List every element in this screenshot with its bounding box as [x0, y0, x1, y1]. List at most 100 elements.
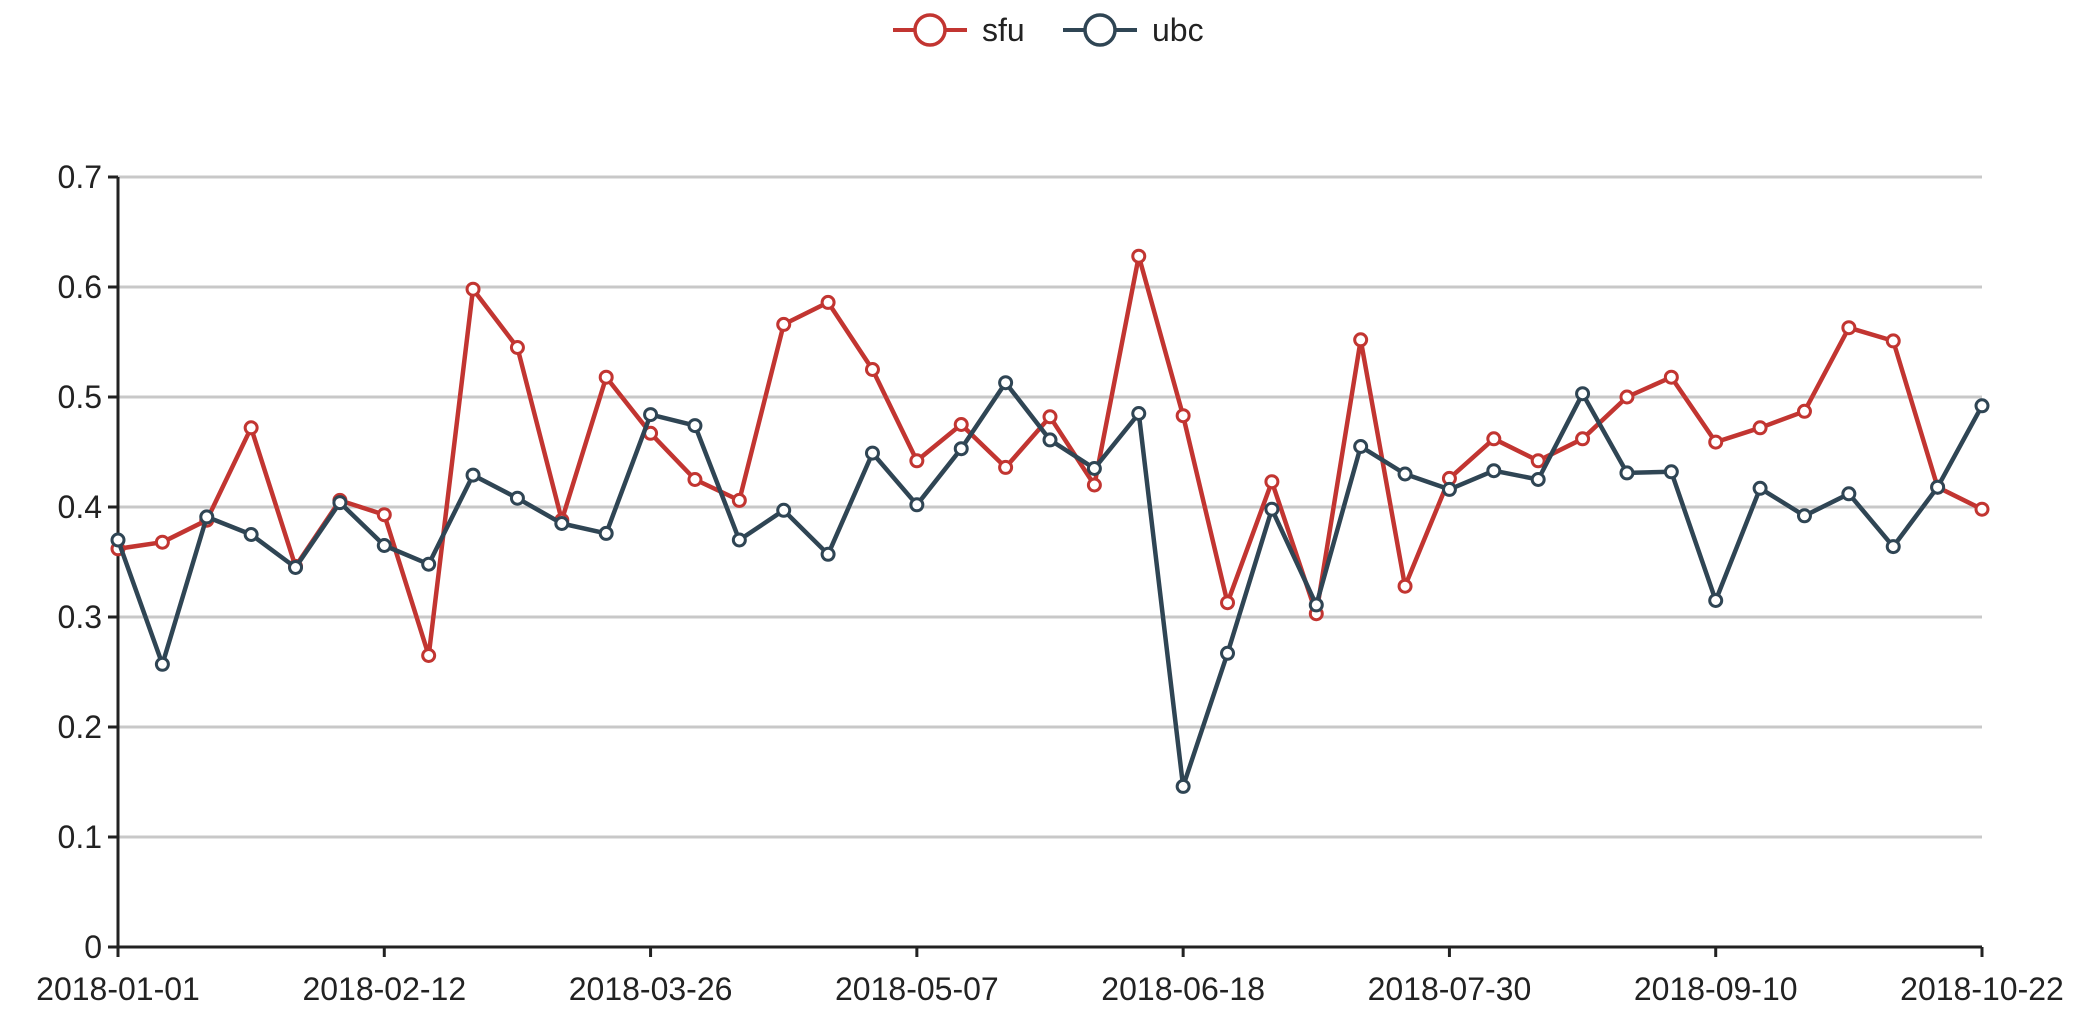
data-point-sfu — [1264, 474, 1280, 490]
y-tick-label: 0.5 — [58, 379, 102, 415]
y-tick-label: 0.6 — [58, 269, 102, 305]
y-tick-label: 0 — [84, 929, 102, 965]
data-point-sfu — [998, 459, 1014, 475]
data-point-ubc — [1663, 464, 1679, 480]
data-point-sfu — [1708, 434, 1724, 450]
data-point-sfu — [1042, 409, 1058, 425]
data-point-ubc — [1530, 472, 1546, 487]
data-point-sfu — [509, 340, 525, 355]
legend-item-sfu: sfu — [893, 12, 1025, 48]
data-point-ubc — [1220, 645, 1236, 661]
data-point-ubc — [1264, 501, 1280, 517]
series-sfu — [110, 248, 1990, 663]
x-axis: 2018-01-01 2018-02-12 2018-03-26 2018-05-07… — [36, 945, 2064, 1007]
data-point-ubc — [1397, 466, 1413, 482]
data-point-sfu — [731, 492, 747, 508]
data-point-ubc — [998, 375, 1014, 391]
data-point-ubc — [731, 532, 747, 548]
legend-marker — [913, 13, 947, 47]
data-point-ubc — [509, 490, 525, 506]
data-point-ubc — [110, 532, 126, 548]
y-tick-label: 0.3 — [58, 599, 102, 635]
data-point-ubc — [288, 560, 304, 575]
data-point-ubc — [1708, 593, 1724, 608]
data-point-ubc — [154, 656, 170, 672]
data-point-ubc — [199, 509, 215, 525]
data-point-sfu — [864, 362, 880, 377]
data-point-ubc — [1796, 508, 1812, 524]
data-point-sfu — [1663, 369, 1679, 385]
data-point-sfu — [1974, 501, 1990, 517]
data-point-sfu — [909, 453, 925, 469]
data-point-sfu — [1397, 578, 1413, 594]
data-point-sfu — [687, 472, 703, 487]
x-tick-label: 2018-07-30 — [1368, 971, 1532, 1007]
data-point-ubc — [465, 467, 481, 483]
data-point-ubc — [1441, 481, 1457, 497]
data-point-sfu — [154, 534, 170, 550]
data-point-sfu — [1619, 389, 1635, 405]
legend-item-ubc: ubc — [1063, 12, 1204, 48]
data-point-sfu — [421, 648, 437, 663]
data-point-ubc — [598, 525, 614, 541]
data-point-sfu — [1530, 453, 1546, 469]
legend-marker — [1083, 13, 1117, 47]
y-tick-label: 0.4 — [58, 489, 102, 525]
x-tick-label: 2018-09-10 — [1634, 971, 1798, 1007]
x-tick-label: 2018-02-12 — [302, 971, 466, 1007]
data-point-sfu — [243, 420, 259, 436]
data-point-sfu — [376, 507, 392, 523]
data-point-ubc — [1841, 486, 1857, 502]
x-tick-label: 2018-01-01 — [36, 971, 200, 1007]
data-point-ubc — [1131, 406, 1147, 421]
data-point-sfu — [465, 281, 481, 297]
data-point-ubc — [820, 546, 836, 562]
data-point-ubc — [376, 538, 392, 553]
x-tick-label: 2018-10-22 — [1900, 971, 2064, 1007]
data-point-ubc — [776, 502, 792, 518]
data-point-sfu — [1885, 333, 1901, 349]
series-ubc — [110, 375, 1990, 794]
data-point-ubc — [1575, 386, 1591, 402]
y-axis: 0 0.1 0.2 0.3 0.4 0.5 0.6 0.7 — [58, 159, 120, 965]
y-tick-label: 0.2 — [58, 709, 102, 745]
data-point-sfu — [598, 369, 614, 385]
data-point-sfu — [953, 417, 969, 432]
series-line-sfu — [117, 253, 1983, 658]
data-point-ubc — [864, 445, 880, 461]
data-point-ubc — [1175, 778, 1191, 794]
data-point-ubc — [687, 418, 703, 434]
data-point-sfu — [1353, 332, 1369, 348]
data-point-ubc — [1930, 479, 1946, 495]
x-tick-label: 2018-06-18 — [1101, 971, 1265, 1007]
data-point-ubc — [1752, 480, 1768, 496]
data-point-ubc — [1974, 398, 1990, 414]
data-point-sfu — [1131, 248, 1147, 264]
data-point-ubc — [1042, 432, 1058, 448]
data-point-sfu — [1175, 408, 1191, 424]
data-point-sfu — [1086, 477, 1102, 493]
data-point-sfu — [1752, 420, 1768, 436]
data-point-sfu — [776, 316, 792, 332]
data-point-sfu — [1796, 403, 1812, 419]
data-point-ubc — [953, 441, 969, 457]
data-point-ubc — [909, 497, 925, 513]
data-point-ubc — [1086, 461, 1102, 476]
data-point-ubc — [1885, 539, 1901, 555]
data-point-ubc — [1619, 465, 1635, 481]
data-point-ubc — [554, 516, 570, 531]
x-tick-label: 2018-05-07 — [835, 971, 999, 1007]
data-point-sfu — [1220, 595, 1236, 611]
data-point-sfu — [1841, 320, 1857, 336]
data-point-ubc — [421, 556, 437, 572]
data-point-sfu — [1486, 431, 1502, 447]
data-point-ubc — [643, 407, 659, 423]
grid-lines — [118, 175, 1982, 839]
x-tick-label: 2018-03-26 — [569, 971, 733, 1007]
data-point-ubc — [332, 495, 348, 511]
data-point-ubc — [1353, 439, 1369, 454]
data-point-sfu — [820, 294, 836, 310]
y-tick-label: 0.7 — [58, 159, 102, 195]
legend-label: ubc — [1152, 12, 1204, 48]
